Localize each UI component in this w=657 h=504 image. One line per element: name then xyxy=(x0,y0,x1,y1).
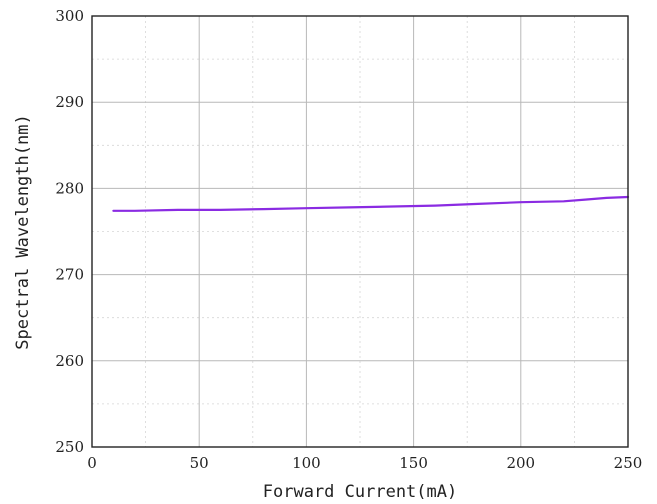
grid xyxy=(92,16,628,447)
series-line-wavelength xyxy=(112,195,630,212)
y-tick-label: 260 xyxy=(55,352,84,370)
y-axis-ticks: 250 260 270 280 290 300 xyxy=(55,7,84,456)
x-tick-label: 50 xyxy=(190,454,209,472)
y-tick-label: 300 xyxy=(55,7,84,25)
y-tick-label: 290 xyxy=(55,93,84,111)
x-axis-ticks: 0 50 100 150 200 250 xyxy=(87,454,642,472)
y-tick-label: 250 xyxy=(55,438,84,456)
x-tick-label: 100 xyxy=(292,454,321,472)
x-tick-label: 250 xyxy=(614,454,643,472)
y-tick-label: 280 xyxy=(55,179,84,197)
y-axis-title: Spectral Wavelength(nm) xyxy=(13,114,33,349)
x-tick-label: 0 xyxy=(87,454,97,472)
x-tick-label: 200 xyxy=(506,454,535,472)
plot-frame xyxy=(91,15,629,448)
y-tick-label: 270 xyxy=(55,266,84,284)
x-tick-label: 150 xyxy=(399,454,428,472)
x-axis-title: Forward Current(mA) xyxy=(263,482,457,502)
